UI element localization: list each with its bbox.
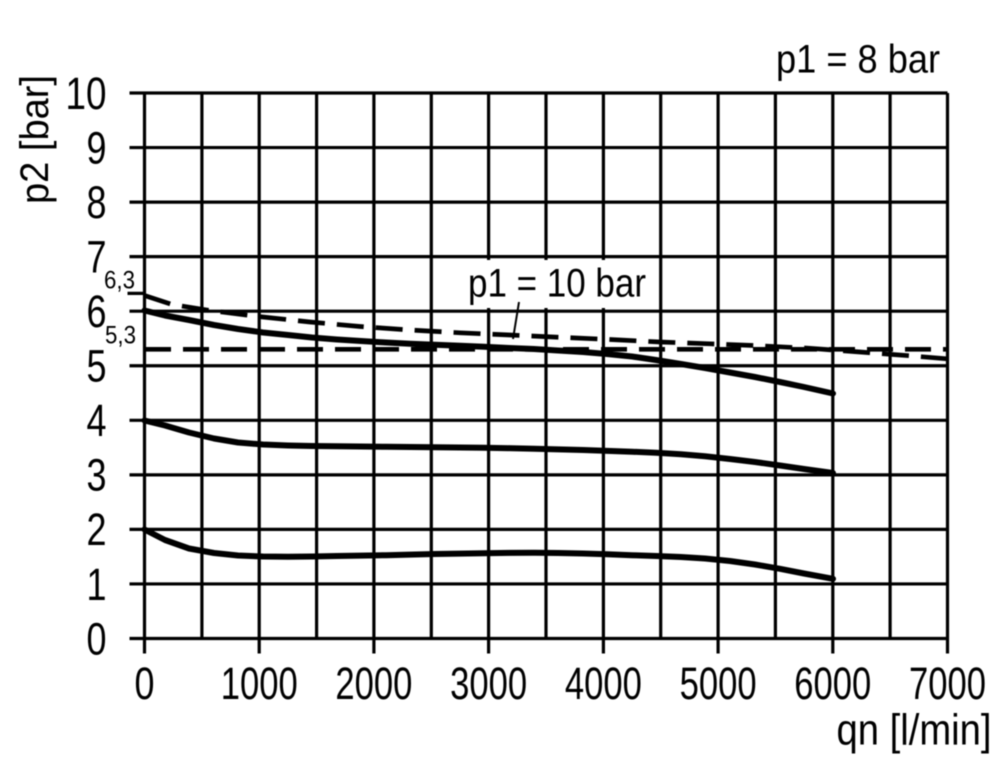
svg-text:9: 9 xyxy=(87,122,107,173)
svg-text:6: 6 xyxy=(87,286,107,337)
svg-text:5,3: 5,3 xyxy=(105,322,136,350)
svg-text:qn [l/min]: qn [l/min] xyxy=(837,706,992,755)
svg-text:3000: 3000 xyxy=(450,658,527,709)
svg-text:1: 1 xyxy=(87,559,107,610)
svg-text:7000: 7000 xyxy=(909,658,986,709)
svg-text:6,3: 6,3 xyxy=(104,267,135,295)
svg-text:8: 8 xyxy=(87,177,107,228)
svg-text:2000: 2000 xyxy=(335,658,412,709)
svg-text:2: 2 xyxy=(87,504,107,555)
svg-text:p1 = 10 bar: p1 = 10 bar xyxy=(468,262,646,306)
svg-text:p2 [bar]: p2 [bar] xyxy=(13,75,57,204)
svg-text:0: 0 xyxy=(87,613,107,664)
svg-text:1000: 1000 xyxy=(221,658,298,709)
svg-text:4: 4 xyxy=(87,395,107,446)
svg-text:10: 10 xyxy=(66,68,107,119)
svg-text:4000: 4000 xyxy=(565,658,642,709)
svg-text:p1 = 8 bar: p1 = 8 bar xyxy=(776,38,940,82)
svg-text:3: 3 xyxy=(87,450,107,501)
svg-text:5000: 5000 xyxy=(680,658,757,709)
svg-text:7: 7 xyxy=(87,231,107,282)
svg-text:6000: 6000 xyxy=(794,658,871,709)
svg-text:0: 0 xyxy=(135,658,155,709)
svg-text:5: 5 xyxy=(87,341,107,392)
